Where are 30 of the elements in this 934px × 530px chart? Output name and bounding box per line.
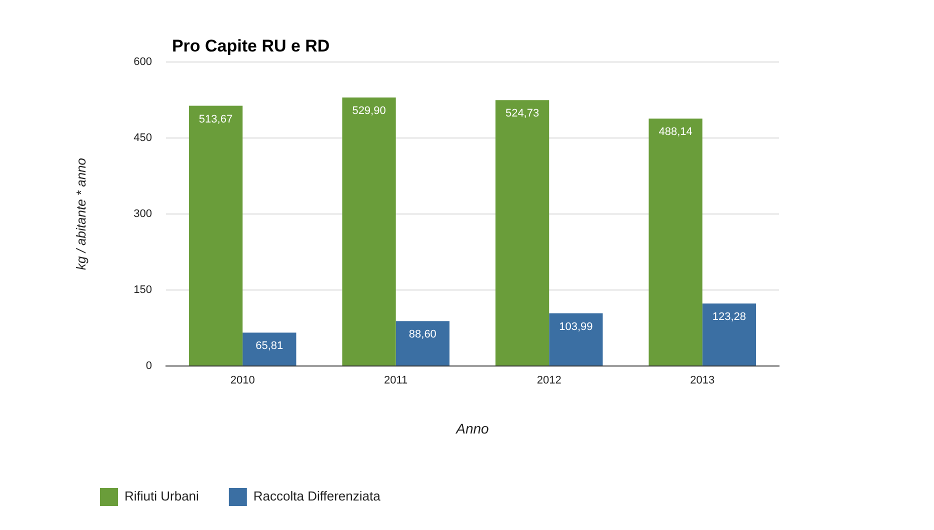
y-axis-title: kg / abitante * anno (73, 158, 88, 270)
y-tick-label: 0 (146, 360, 152, 372)
data-label: 65,81 (256, 340, 284, 352)
legend-label: Rifiuti Urbani (124, 488, 200, 504)
bar (396, 321, 450, 366)
x-tick-label: 2010 (230, 374, 255, 387)
bar (702, 304, 756, 366)
bar (495, 100, 550, 366)
y-tick-label: 450 (134, 132, 152, 144)
y-tick-label: 150 (134, 284, 152, 296)
y-tick-label: 600 (134, 56, 152, 68)
bar (549, 313, 603, 366)
legend-label: Raccolta Differenziata (253, 488, 382, 504)
bar (648, 118, 702, 366)
y-tick-label: 300 (134, 208, 152, 220)
data-label: 103,99 (559, 320, 593, 333)
x-tick-label: 2012 (536, 374, 562, 387)
x-tick-label: 2011 (384, 374, 408, 387)
data-label: 513,67 (198, 113, 233, 126)
bar (188, 106, 243, 366)
bar (242, 332, 296, 366)
data-label: 488,14 (658, 126, 692, 138)
data-label: 123,28 (712, 311, 746, 324)
data-label: 524,73 (505, 108, 540, 120)
data-label: 88,60 (408, 328, 436, 341)
x-axis-title: Anno (455, 420, 490, 436)
data-label: 529,90 (352, 105, 386, 118)
x-tick-label: 2013 (690, 374, 715, 387)
bar (342, 98, 396, 366)
chart-title: Pro Capite RU e RD (172, 36, 330, 56)
